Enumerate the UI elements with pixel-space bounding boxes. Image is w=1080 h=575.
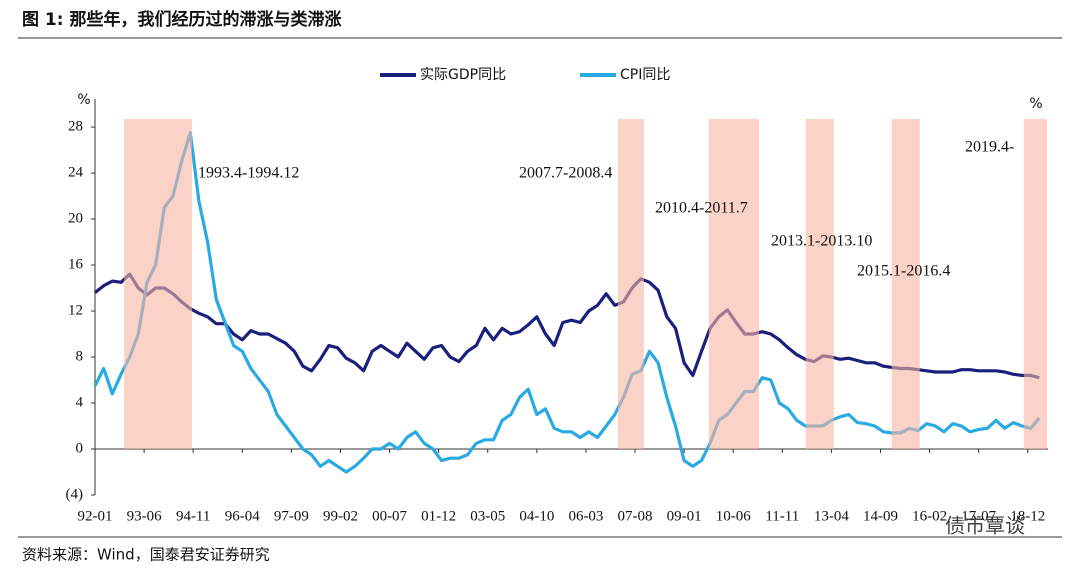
y-tick-label: 4 [76, 394, 84, 410]
period-band [805, 119, 834, 450]
y-tick-label: (4) [66, 486, 84, 502]
x-tick-label: 16-02 [912, 508, 947, 524]
x-tick-label: 93-06 [127, 508, 162, 524]
period-band [891, 119, 920, 450]
series-line [93, 131, 1041, 474]
y-tick-label: 28 [68, 118, 83, 134]
x-tick-label: 04-10 [519, 508, 554, 524]
period-label: 2015.1-2016.4 [857, 263, 950, 280]
period-band [1023, 119, 1047, 450]
x-tick-label: 11-11 [765, 508, 799, 524]
y-tick-label: 12 [68, 302, 83, 318]
y-tick-label: 20 [68, 210, 83, 226]
x-tick-label: 00-07 [372, 508, 407, 524]
y-tick-label: 24 [68, 164, 84, 180]
period-band [617, 119, 644, 450]
source-note: 资料来源：Wind，国泰君安证券研究 [22, 546, 270, 564]
x-tick-label: 14-09 [863, 508, 898, 524]
watermark: 债市覃谈 [945, 514, 1025, 538]
y-tick-label: 0 [76, 440, 84, 456]
period-label: 2007.7-2008.4 [519, 165, 612, 182]
period-label: 2010.4-2011.7 [655, 200, 748, 217]
x-tick-label: 92-01 [78, 508, 113, 524]
x-tick-label: 17-07 [961, 508, 996, 524]
y-unit: % [77, 92, 90, 108]
x-tick-label: 09-01 [667, 508, 702, 524]
legend-label: 实际GDP同比 [420, 67, 506, 83]
x-tick-label: 97-09 [274, 508, 309, 524]
x-tick-label: 96-04 [225, 508, 260, 524]
x-tick-label: 10-06 [716, 508, 751, 524]
y-tick-label: 8 [76, 348, 84, 364]
chart-title: 图 1: 那些年，我们经历过的滞涨与类滞涨 [22, 9, 341, 30]
x-tick-label: 18-12 [1010, 508, 1045, 524]
period-label: 2019.4- [965, 139, 1014, 156]
x-tick-label: 94-11 [176, 508, 210, 524]
legend-label: CPI同比 [620, 67, 670, 83]
x-tick-label: 03-05 [470, 508, 505, 524]
x-tick-label: 01-12 [421, 508, 456, 524]
period-band [708, 119, 759, 450]
series-line [94, 272, 1040, 380]
period-label: 1993.4-1994.12 [198, 165, 299, 182]
x-tick-label: 13-04 [814, 508, 849, 524]
period-band [124, 119, 193, 450]
y2-unit: % [1029, 96, 1042, 112]
x-tick-label: 06-03 [568, 508, 603, 524]
x-tick-label: 07-08 [618, 508, 653, 524]
period-label: 2013.1-2013.10 [771, 233, 872, 250]
y-tick-label: 16 [68, 256, 84, 272]
x-tick-label: 99-02 [323, 508, 358, 524]
